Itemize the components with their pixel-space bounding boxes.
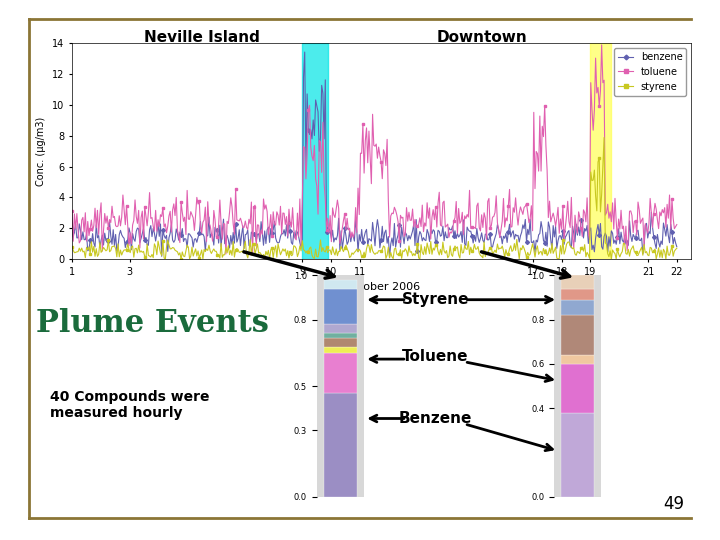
Text: Toluene: Toluene <box>402 349 469 364</box>
Bar <box>324 289 356 324</box>
Text: Styrene: Styrene <box>402 292 469 307</box>
benzene <box>385 254 394 261</box>
Text: 49: 49 <box>663 495 684 513</box>
benzene <box>397 224 406 231</box>
Bar <box>324 347 356 353</box>
Bar <box>324 280 356 289</box>
Legend: benzene, toluene, styrene: benzene, toluene, styrene <box>614 48 686 96</box>
Bar <box>562 315 594 355</box>
Text: Neville Island: Neville Island <box>144 30 259 45</box>
Bar <box>324 353 356 393</box>
benzene <box>300 49 309 55</box>
Bar <box>324 333 356 339</box>
Text: 40 Compounds were
measured hourly: 40 Compounds were measured hourly <box>50 390 210 420</box>
toluene <box>672 221 681 228</box>
Bar <box>562 289 594 300</box>
toluene <box>68 208 76 214</box>
Text: Plume Events: Plume Events <box>36 308 269 340</box>
styrene <box>429 245 438 251</box>
toluene <box>356 150 365 157</box>
styrene <box>360 249 369 255</box>
Line: toluene: toluene <box>71 44 678 255</box>
Bar <box>562 413 594 497</box>
benzene <box>660 226 669 233</box>
benzene <box>430 228 438 234</box>
toluene <box>598 42 606 48</box>
Line: benzene: benzene <box>71 51 678 259</box>
Bar <box>302 43 328 259</box>
X-axis label: October 2006: October 2006 <box>343 282 420 292</box>
styrene <box>68 244 76 250</box>
toluene <box>396 212 405 219</box>
Bar <box>562 355 594 364</box>
Text: Benzene: Benzene <box>399 411 472 426</box>
toluene <box>222 251 230 257</box>
benzene <box>672 244 681 250</box>
benzene <box>68 229 76 235</box>
Bar <box>562 300 594 315</box>
Bar <box>562 275 594 289</box>
Text: Downtown: Downtown <box>437 30 528 45</box>
Y-axis label: Conc. (µg/m3): Conc. (µg/m3) <box>37 117 46 186</box>
styrene <box>672 245 681 252</box>
Bar <box>324 393 356 497</box>
toluene <box>564 218 573 225</box>
toluene <box>660 205 669 211</box>
styrene <box>161 256 170 262</box>
styrene <box>396 246 405 253</box>
Bar <box>324 324 356 333</box>
styrene <box>564 239 573 245</box>
benzene <box>360 234 369 240</box>
benzene <box>566 241 575 248</box>
styrene <box>600 134 608 141</box>
styrene <box>660 248 669 255</box>
benzene <box>356 238 365 245</box>
Bar <box>324 339 356 347</box>
toluene <box>360 170 369 177</box>
Bar <box>590 43 611 259</box>
Line: styrene: styrene <box>71 136 678 260</box>
toluene <box>429 206 438 213</box>
Bar <box>562 364 594 413</box>
styrene <box>356 248 365 254</box>
